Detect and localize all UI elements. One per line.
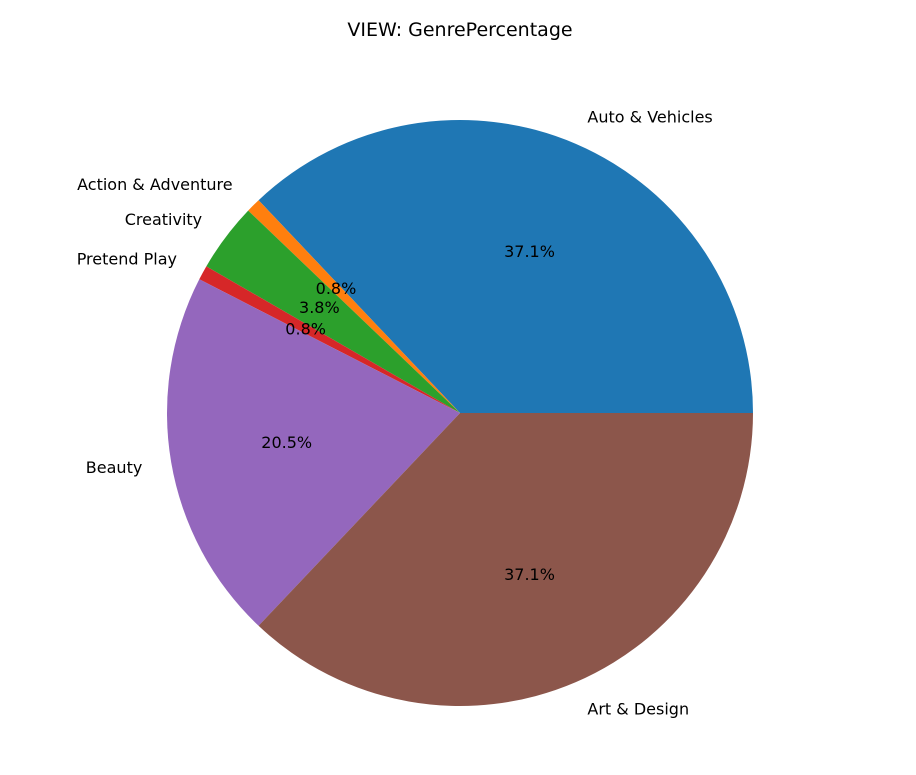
pie-slice-pretend-play	[199, 266, 461, 413]
category-label-art-and-design: Art & Design	[587, 700, 689, 719]
pct-label-pretend-play: 0.8%	[285, 319, 326, 338]
pct-label-creativity: 3.8%	[299, 298, 340, 317]
pie-slice-auto-and-vehicles	[258, 119, 753, 413]
pct-label-action-and-adventure: 0.8%	[316, 279, 357, 298]
pie-slice-action-and-adventure	[248, 200, 460, 413]
chart-title: VIEW: GenrePercentage	[347, 19, 572, 41]
category-label-pretend-play: Pretend Play	[77, 249, 177, 268]
category-label-creativity: Creativity	[125, 210, 202, 229]
pct-label-beauty: 20.5%	[261, 433, 312, 452]
pie-slice-creativity	[206, 210, 460, 413]
pct-label-auto-and-vehicles: 37.1%	[504, 242, 555, 261]
pie-slice-beauty	[166, 279, 461, 626]
pct-label-art-and-design: 37.1%	[504, 565, 555, 584]
category-label-auto-and-vehicles: Auto & Vehicles	[587, 107, 712, 126]
category-label-action-and-adventure: Action & Adventure	[77, 175, 233, 194]
pie-slices	[166, 119, 753, 707]
category-label-beauty: Beauty	[86, 458, 143, 477]
pie-labels: 37.1% Auto & Vehicles 0.8% Action & Adventu…	[77, 107, 713, 718]
pie-slice-art-and-design	[258, 413, 753, 707]
